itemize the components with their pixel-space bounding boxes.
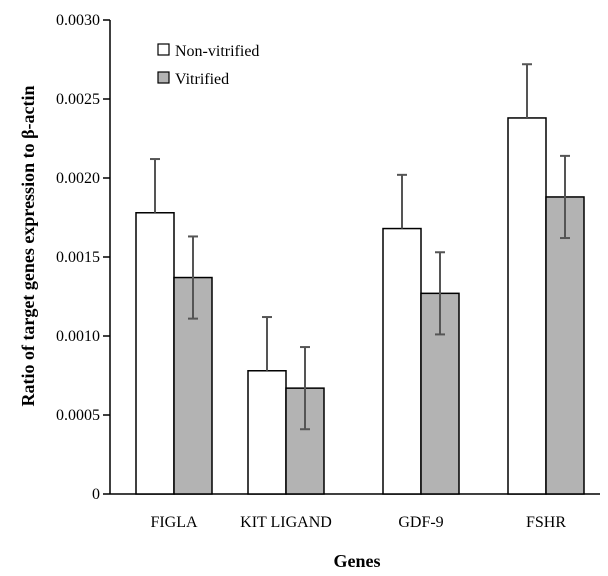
bars [135,63,585,495]
y-tick-label: 0.0020 [56,170,100,187]
y-tick-label: 0.0025 [56,91,100,108]
bar [545,196,585,495]
x-tick-label: KIT LIGAND [240,514,332,531]
x-tick-label: FIGLA [150,514,198,531]
legend-label: Vitrified [175,71,229,88]
y-axis-title: Ratio of target genes expression to β-ac… [18,85,38,406]
legend-swatch [157,71,170,84]
x-tick-label: GDF-9 [398,514,443,531]
bar [247,370,287,495]
x-tick-label: FSHR [526,514,566,531]
legend-label: Non-vitrified [175,43,259,60]
y-tick-label: 0.0010 [56,328,100,345]
y-tick-label: 0.0030 [56,12,100,29]
x-axis-title: Genes [334,551,381,571]
y-tick-label: 0 [92,486,100,503]
y-axis: 0 0.0005 0.0010 0.0015 0.0020 0.0025 0.0030 [56,12,111,503]
y-tick-label: 0.0015 [56,249,100,266]
x-axis: FIGLA KIT LIGAND GDF-9 FSHR [110,493,600,531]
legend-swatch [157,43,170,56]
legend: Non-vitrified Vitrified [157,43,259,88]
y-tick-label: 0.0005 [56,407,100,424]
bar [135,212,175,495]
bar [382,227,422,495]
bar [507,117,547,495]
